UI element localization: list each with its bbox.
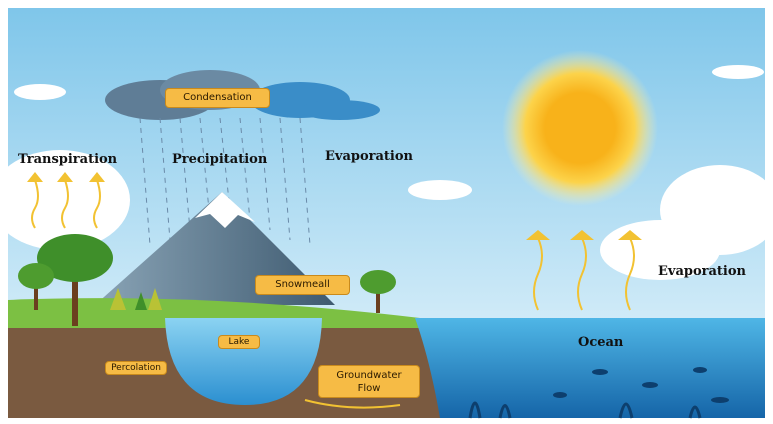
clouds — [0, 65, 773, 280]
evaporation-label: Evaporation — [658, 264, 746, 279]
snowmelt-label: Snowmeall — [255, 275, 350, 295]
precipitation-label: Precipitation — [172, 152, 268, 167]
arrow-heads — [27, 172, 642, 240]
groundwater-label: Groundwater Flow — [318, 365, 420, 398]
vapor-arrows — [31, 179, 635, 311]
flow-arrow — [304, 399, 401, 409]
ocean-label: Ocean — [578, 335, 624, 350]
trees — [18, 234, 396, 326]
evaporation-label: Evaporation — [325, 149, 413, 164]
transpiration-label: Transpiration — [18, 152, 118, 167]
ocean — [415, 318, 765, 418]
condensation-label: Condensation — [165, 88, 270, 108]
lake-label: Lake — [218, 335, 260, 349]
sun — [502, 50, 658, 206]
percolation-label: Percolation — [105, 361, 167, 375]
rain — [139, 117, 311, 246]
snow-cap — [195, 192, 255, 228]
lake — [165, 318, 322, 405]
sea-life — [468, 367, 729, 419]
